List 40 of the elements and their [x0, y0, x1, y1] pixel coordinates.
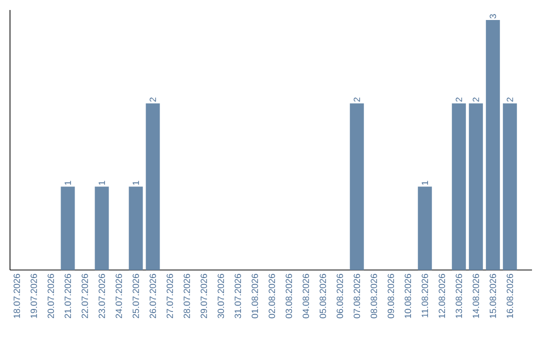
data-label: 2	[472, 98, 480, 102]
data-label: 2	[506, 98, 514, 102]
x-tick-label: 14.08.2026	[472, 274, 480, 318]
data-label: 2	[456, 98, 462, 102]
x-tick-label: 24.07.2026	[116, 274, 122, 318]
x-tick-label: 11.08.2026	[422, 274, 428, 318]
x-tick-label: 13.08.2026	[456, 274, 462, 318]
x-tick-label: 03.08.2026	[286, 274, 292, 318]
x-tick-label: 25.07.2026	[132, 274, 140, 318]
x-tick-label: 26.07.2026	[150, 274, 156, 318]
x-tick-label: 18.07.2026	[14, 274, 20, 318]
x-tick-label: 16.08.2026	[506, 274, 514, 318]
x-tick-label: 04.08.2026	[302, 274, 310, 318]
x-tick-label: 08.08.2026	[370, 274, 378, 318]
x-tick-label: 31.07.2026	[234, 274, 242, 318]
x-tick-label: 20.07.2026	[48, 274, 54, 318]
data-label: 2	[150, 98, 156, 102]
x-tick-label: 01.08.2026	[252, 274, 258, 318]
x-tick-label: 19.07.2026	[30, 274, 37, 318]
x-tick-label: 29.07.2026	[200, 274, 208, 318]
x-tick-label: 30.07.2026	[218, 274, 224, 318]
x-tick-label: 15.08.2026	[490, 274, 496, 318]
data-label: 3	[490, 14, 496, 18]
x-tick-label: 05.08.2026	[320, 274, 326, 318]
data-label: 1	[98, 180, 105, 185]
data-label: 1	[64, 180, 71, 185]
x-tick-label: 23.07.2026	[98, 274, 106, 318]
x-tick-label: 06.08.2026	[336, 274, 344, 318]
x-tick-label: 12.08.2026	[438, 274, 446, 318]
x-tick-label: 22.07.2026	[82, 274, 88, 318]
data-label: 1	[422, 180, 428, 185]
x-tick-label: 02.08.2026	[268, 274, 276, 318]
data-label: 1	[132, 180, 139, 185]
x-tick-label: 07.08.2026	[354, 274, 360, 318]
data-label: 2	[354, 98, 360, 102]
x-tick-label: 28.07.2026	[184, 274, 190, 318]
x-tick-label: 21.07.2026	[64, 274, 72, 318]
x-tick-label: 09.08.2026	[388, 274, 394, 318]
x-tick-label: 10.08.2026	[404, 274, 412, 318]
x-tick-label: 27.07.2026	[166, 274, 174, 318]
